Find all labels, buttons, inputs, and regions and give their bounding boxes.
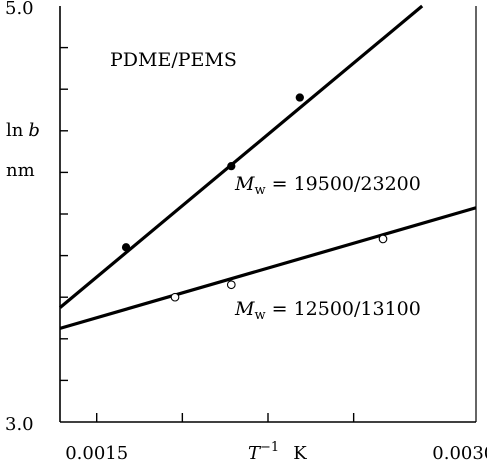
lower-series-label-subscript: w — [254, 308, 265, 323]
data-points — [121, 93, 388, 302]
y-axis-label-variable: b — [28, 120, 40, 141]
data-point-s1-2 — [378, 234, 388, 244]
upper-series-label: Mw = 19500/23200 — [234, 173, 421, 198]
y-axis-label-prefix: ln — [6, 120, 24, 141]
fit-line-0 — [58, 4, 424, 309]
y-tick-label-1: 5.0 — [5, 0, 34, 19]
y-tick-label-0: 3.0 — [5, 414, 34, 435]
upper-series-label-value: = 19500/23200 — [272, 173, 421, 195]
lower-series-label-value: = 12500/13100 — [272, 298, 421, 320]
fit-line-1 — [59, 206, 477, 330]
data-point-s0-1 — [227, 162, 236, 171]
upper-series-label-symbol: M — [234, 173, 255, 195]
x-tick-label-0: 0.0015 — [65, 443, 128, 464]
lower-series-label: Mw = 12500/13100 — [234, 298, 421, 323]
data-point-s0-2 — [295, 93, 304, 102]
x-axis-label-unit: K — [293, 443, 307, 464]
data-point-s0-0 — [121, 243, 131, 252]
data-point-s1-1 — [226, 280, 236, 290]
system-label: PDME/PEMS — [110, 49, 237, 71]
x-axis-label-exponent: −1 — [260, 440, 279, 455]
upper-series-label-subscript: w — [254, 183, 265, 198]
axis-ticks — [60, 46, 355, 422]
x-axis-label-variable: T — [248, 443, 262, 464]
y-axis-label-quantity: ln b — [6, 120, 40, 141]
data-point-s1-0 — [170, 292, 180, 302]
tick-labels: 0.0015 0.0030 3.0 5.0 — [5, 0, 487, 464]
y-axis-label-unit: nm — [6, 160, 35, 181]
fit-lines — [58, 4, 477, 330]
lower-series-label-symbol: M — [234, 298, 255, 320]
x-axis-label: T−1 K — [248, 440, 307, 464]
x-tick-label-1: 0.0030 — [432, 443, 487, 464]
